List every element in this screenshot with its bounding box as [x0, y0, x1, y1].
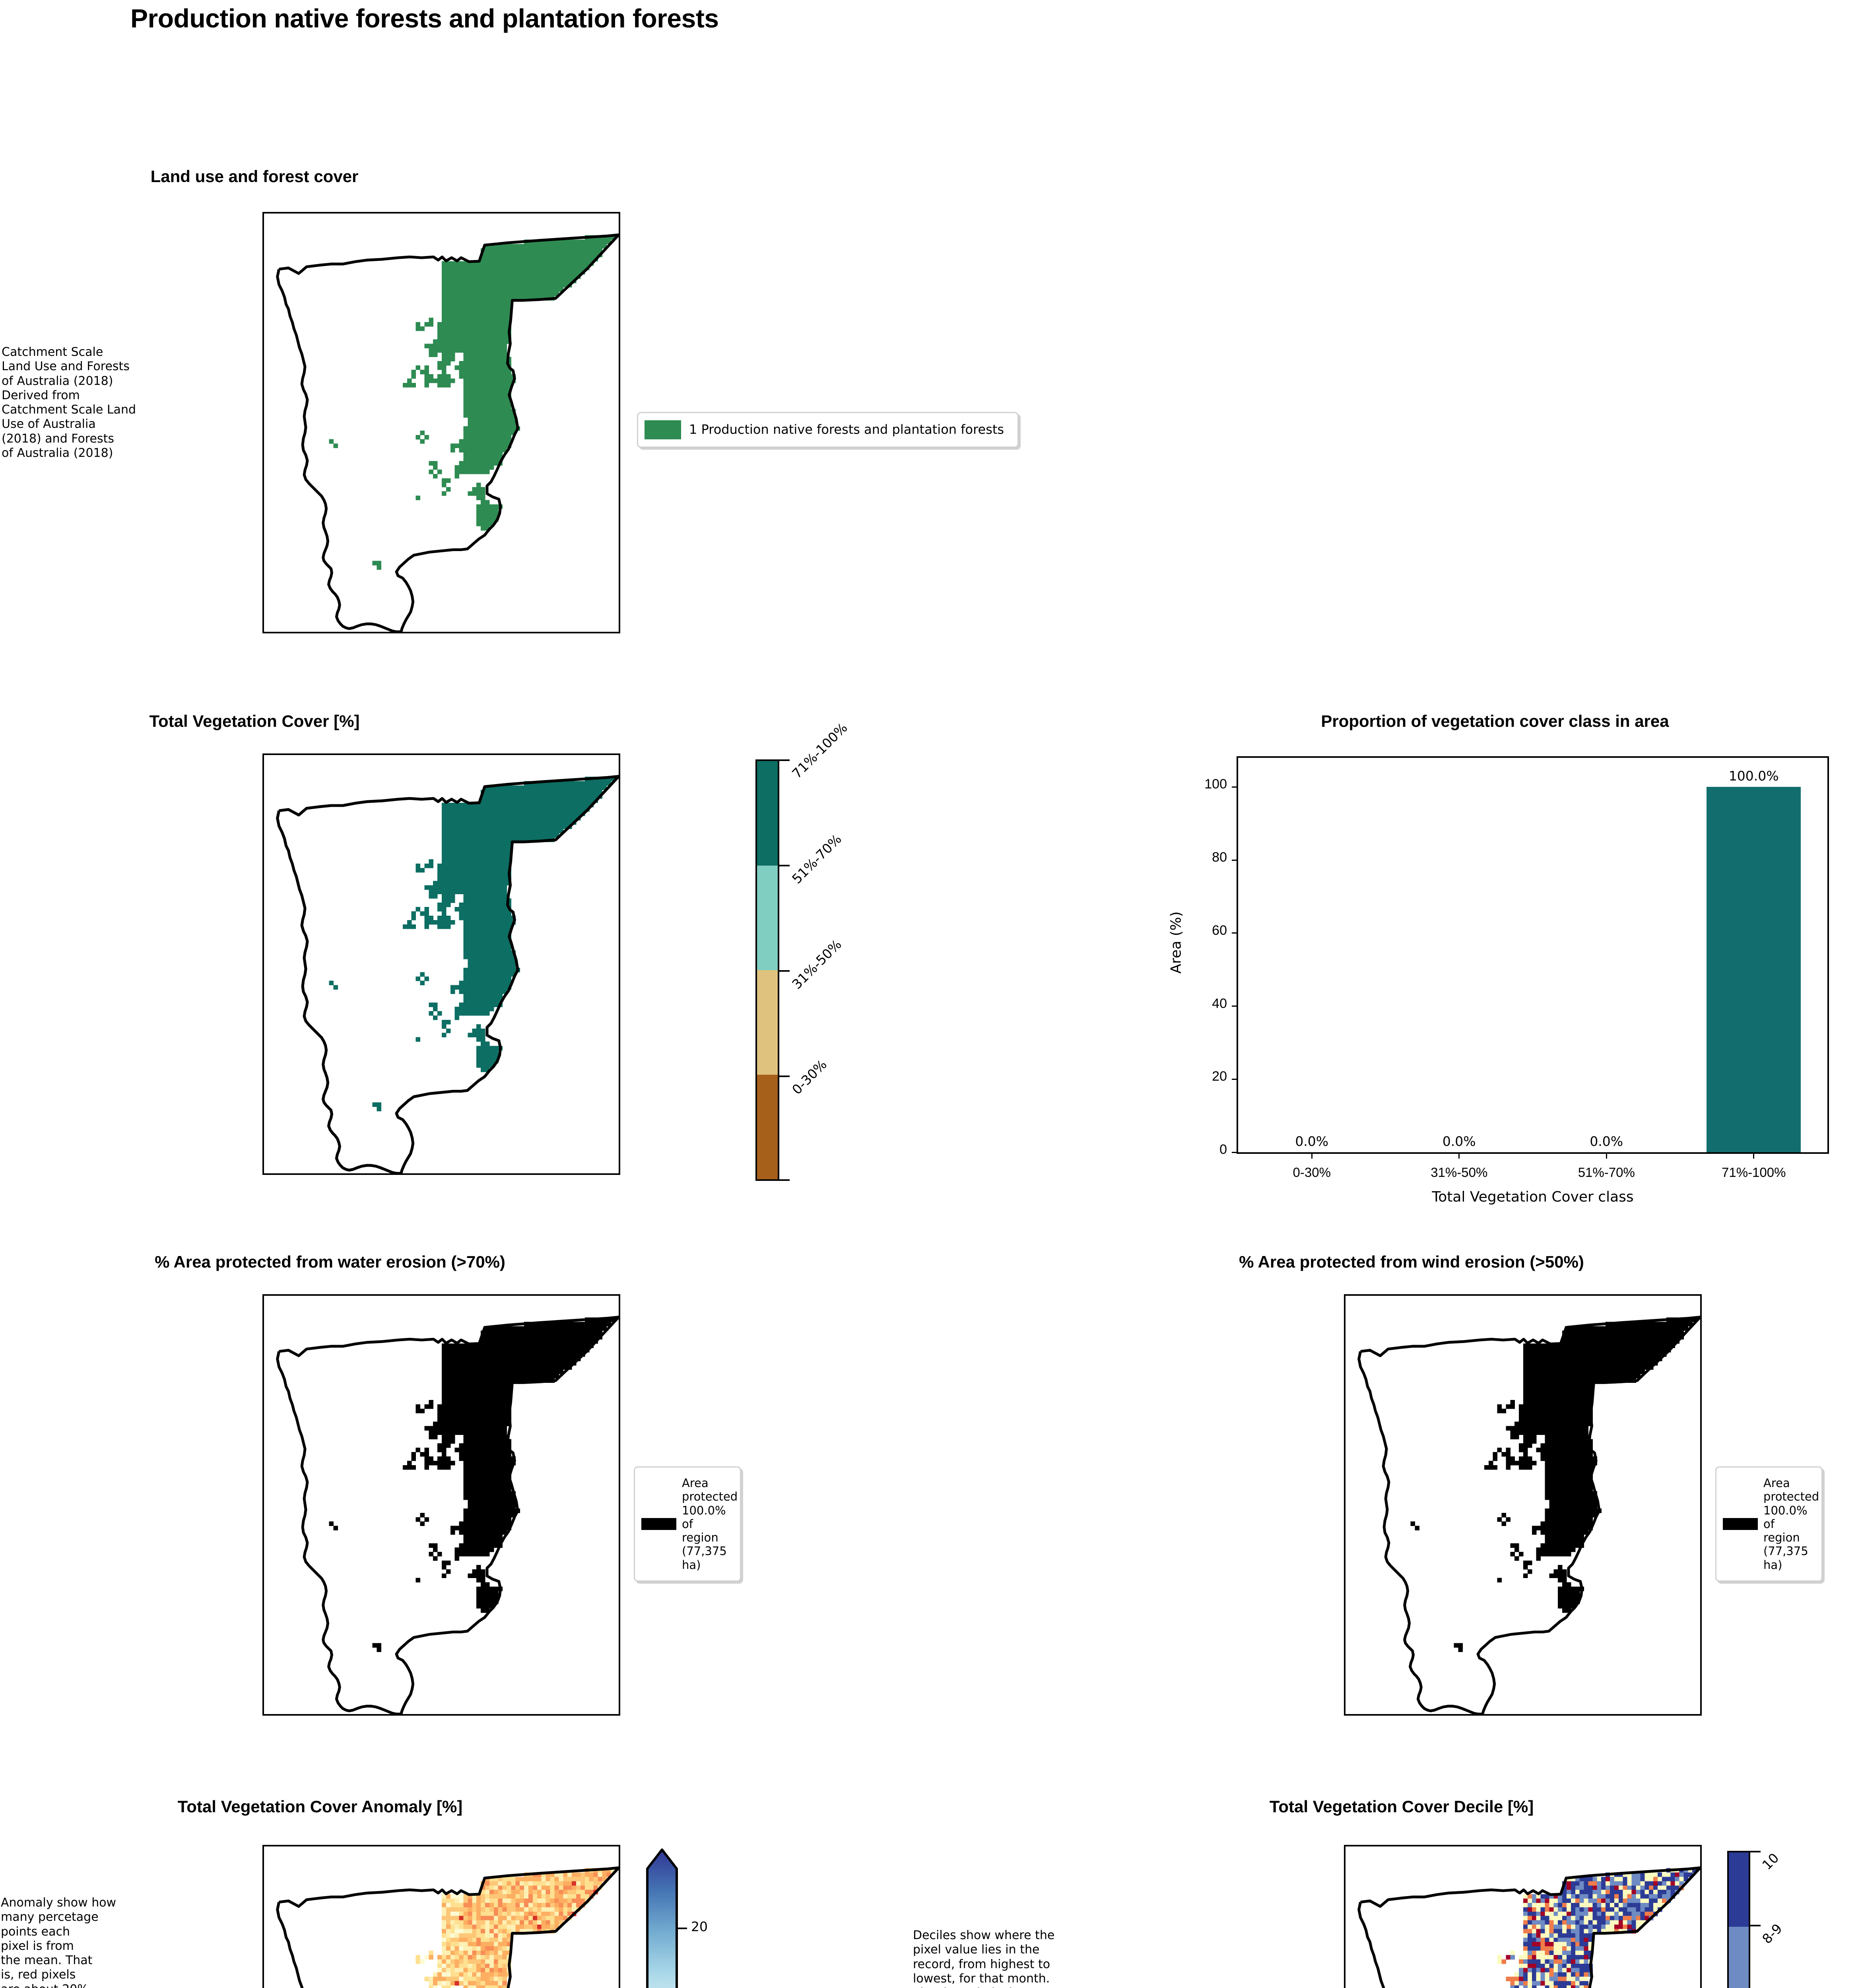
vegcover-colorbar-label-2: 31%-50% [789, 936, 845, 992]
wind-erosion-legend[interactable]: Area protected 100.0% of region (77,375 … [1715, 1466, 1823, 1582]
decile-panel-title: Total Vegetation Cover Decile [%] [1269, 1797, 1534, 1816]
landuse-map-graphic [276, 233, 619, 632]
bar-chart-y-tick: 60 [1212, 922, 1227, 938]
table-row[interactable]: 0.0% [1559, 758, 1654, 1152]
page-title: Production native forests and plantation… [130, 4, 719, 33]
wind-erosion-legend-swatch [1723, 1518, 1758, 1530]
water-erosion-legend-label: Area protected 100.0% of region (77,375 … [682, 1476, 738, 1572]
bar-chart-x-tick: 0-30% [1293, 1165, 1331, 1180]
vegcover-colorbar[interactable]: 71%-100% 51%-70% 31%-50% 0-30% [755, 720, 914, 1189]
landuse-panel-title: Land use and forest cover [150, 167, 359, 186]
anomaly-panel-title: Total Vegetation Cover Anomaly [%] [177, 1797, 463, 1816]
bar-3[interactable] [1707, 787, 1801, 1152]
landuse-legend-label: 1 Production native forests and plantati… [689, 422, 1004, 437]
decile-colorbar-body [1727, 1851, 1750, 1988]
vegcover-panel-title: Total Vegetation Cover [%] [149, 712, 360, 730]
bar-chart-x-tick: 31%-50% [1431, 1165, 1488, 1180]
wind-erosion-panel-title: % Area protected from wind erosion (>50%… [1239, 1252, 1584, 1271]
water-erosion-panel-title: % Area protected from water erosion (>70… [155, 1252, 505, 1271]
anomaly-side-note: Anomaly show how many percetage points e… [1, 1896, 116, 1988]
bar-chart-y-tick: 100 [1204, 777, 1227, 792]
bar-chart-y-axis-label: Area (%) [1168, 911, 1184, 974]
bar-chart-y-tick: 0 [1219, 1142, 1227, 1157]
anomaly-map[interactable] [262, 1845, 620, 1988]
vegcover-map-graphic [264, 755, 619, 1173]
water-erosion-map[interactable] [262, 1294, 620, 1716]
bar-chart-y-tick: 40 [1212, 996, 1227, 1011]
landuse-side-note: Catchment Scale Land Use and Forests of … [2, 345, 136, 460]
anomaly-colorbar[interactable]: 20 10 0 −10 −20 [640, 1845, 759, 1988]
decile-map-graphic [1357, 1866, 1700, 1988]
water-erosion-map-graphic [276, 1316, 619, 1714]
anomaly-map-graphic [276, 1866, 619, 1988]
landuse-legend[interactable]: 1 Production native forests and plantati… [637, 412, 1019, 448]
water-erosion-legend[interactable]: Area protected 100.0% of region (77,375 … [634, 1466, 741, 1582]
vegcover-colorbar-body [755, 759, 779, 1181]
bar-chart-y-tick: 20 [1212, 1069, 1227, 1084]
vegcover-map[interactable] [262, 753, 620, 1175]
table-row[interactable]: 0.0% [1412, 758, 1506, 1152]
decile-colorbar[interactable]: 10 8-9 4-7 2-3 1 [1727, 1850, 1858, 1988]
vegcover-colorbar-label-0: 71%-100% [789, 720, 850, 782]
decile-map[interactable] [1344, 1845, 1702, 1988]
decile-side-note: Deciles show where the pixel value lies … [913, 1928, 1055, 1988]
landuse-legend-swatch [645, 420, 681, 439]
bar-chart-x-axis-label: Total Vegetation Cover class [1432, 1189, 1634, 1205]
bar-chart-x-tick: 51%-70% [1578, 1165, 1635, 1180]
anomaly-colorbar-graphic [646, 1848, 678, 1988]
bar-chart-plot-area: 0 20 40 60 80 100 0.0% 0-30% 0.0% 31%-50% 0.0% 51%-… [1204, 756, 1829, 1180]
decile-colorbar-label-0: 10 [1759, 1850, 1782, 1873]
bar-value-label: 0.0% [1442, 1134, 1476, 1149]
anomaly-colorbar-tick-0: 20 [691, 1919, 708, 1934]
table-row[interactable]: 100.0% [1707, 758, 1801, 1152]
wind-erosion-map[interactable] [1344, 1294, 1702, 1716]
bar-chart-x-tick: 71%-100% [1722, 1165, 1786, 1180]
landuse-map[interactable] [262, 212, 620, 633]
bar-value-label: 0.0% [1590, 1134, 1623, 1149]
vegcover-colorbar-label-3: 0-30% [789, 1056, 830, 1098]
bar-chart-title: Proportion of vegetation cover class in … [1321, 712, 1669, 730]
water-erosion-legend-swatch [641, 1518, 676, 1530]
bar-chart-y-tick: 80 [1212, 850, 1227, 865]
proportion-bar-chart[interactable]: Proportion of vegetation cover class in … [1145, 712, 1845, 1217]
vegcover-colorbar-label-1: 51%-70% [789, 831, 845, 887]
bar-value-label: 100.0% [1728, 768, 1779, 784]
bar-value-label: 0.0% [1295, 1134, 1329, 1149]
wind-erosion-legend-label: Area protected 100.0% of region (77,375 … [1763, 1476, 1819, 1572]
wind-erosion-map-graphic [1357, 1316, 1700, 1714]
decile-colorbar-label-1: 8-9 [1759, 1920, 1785, 1947]
table-row[interactable]: 0.0% [1265, 758, 1359, 1152]
